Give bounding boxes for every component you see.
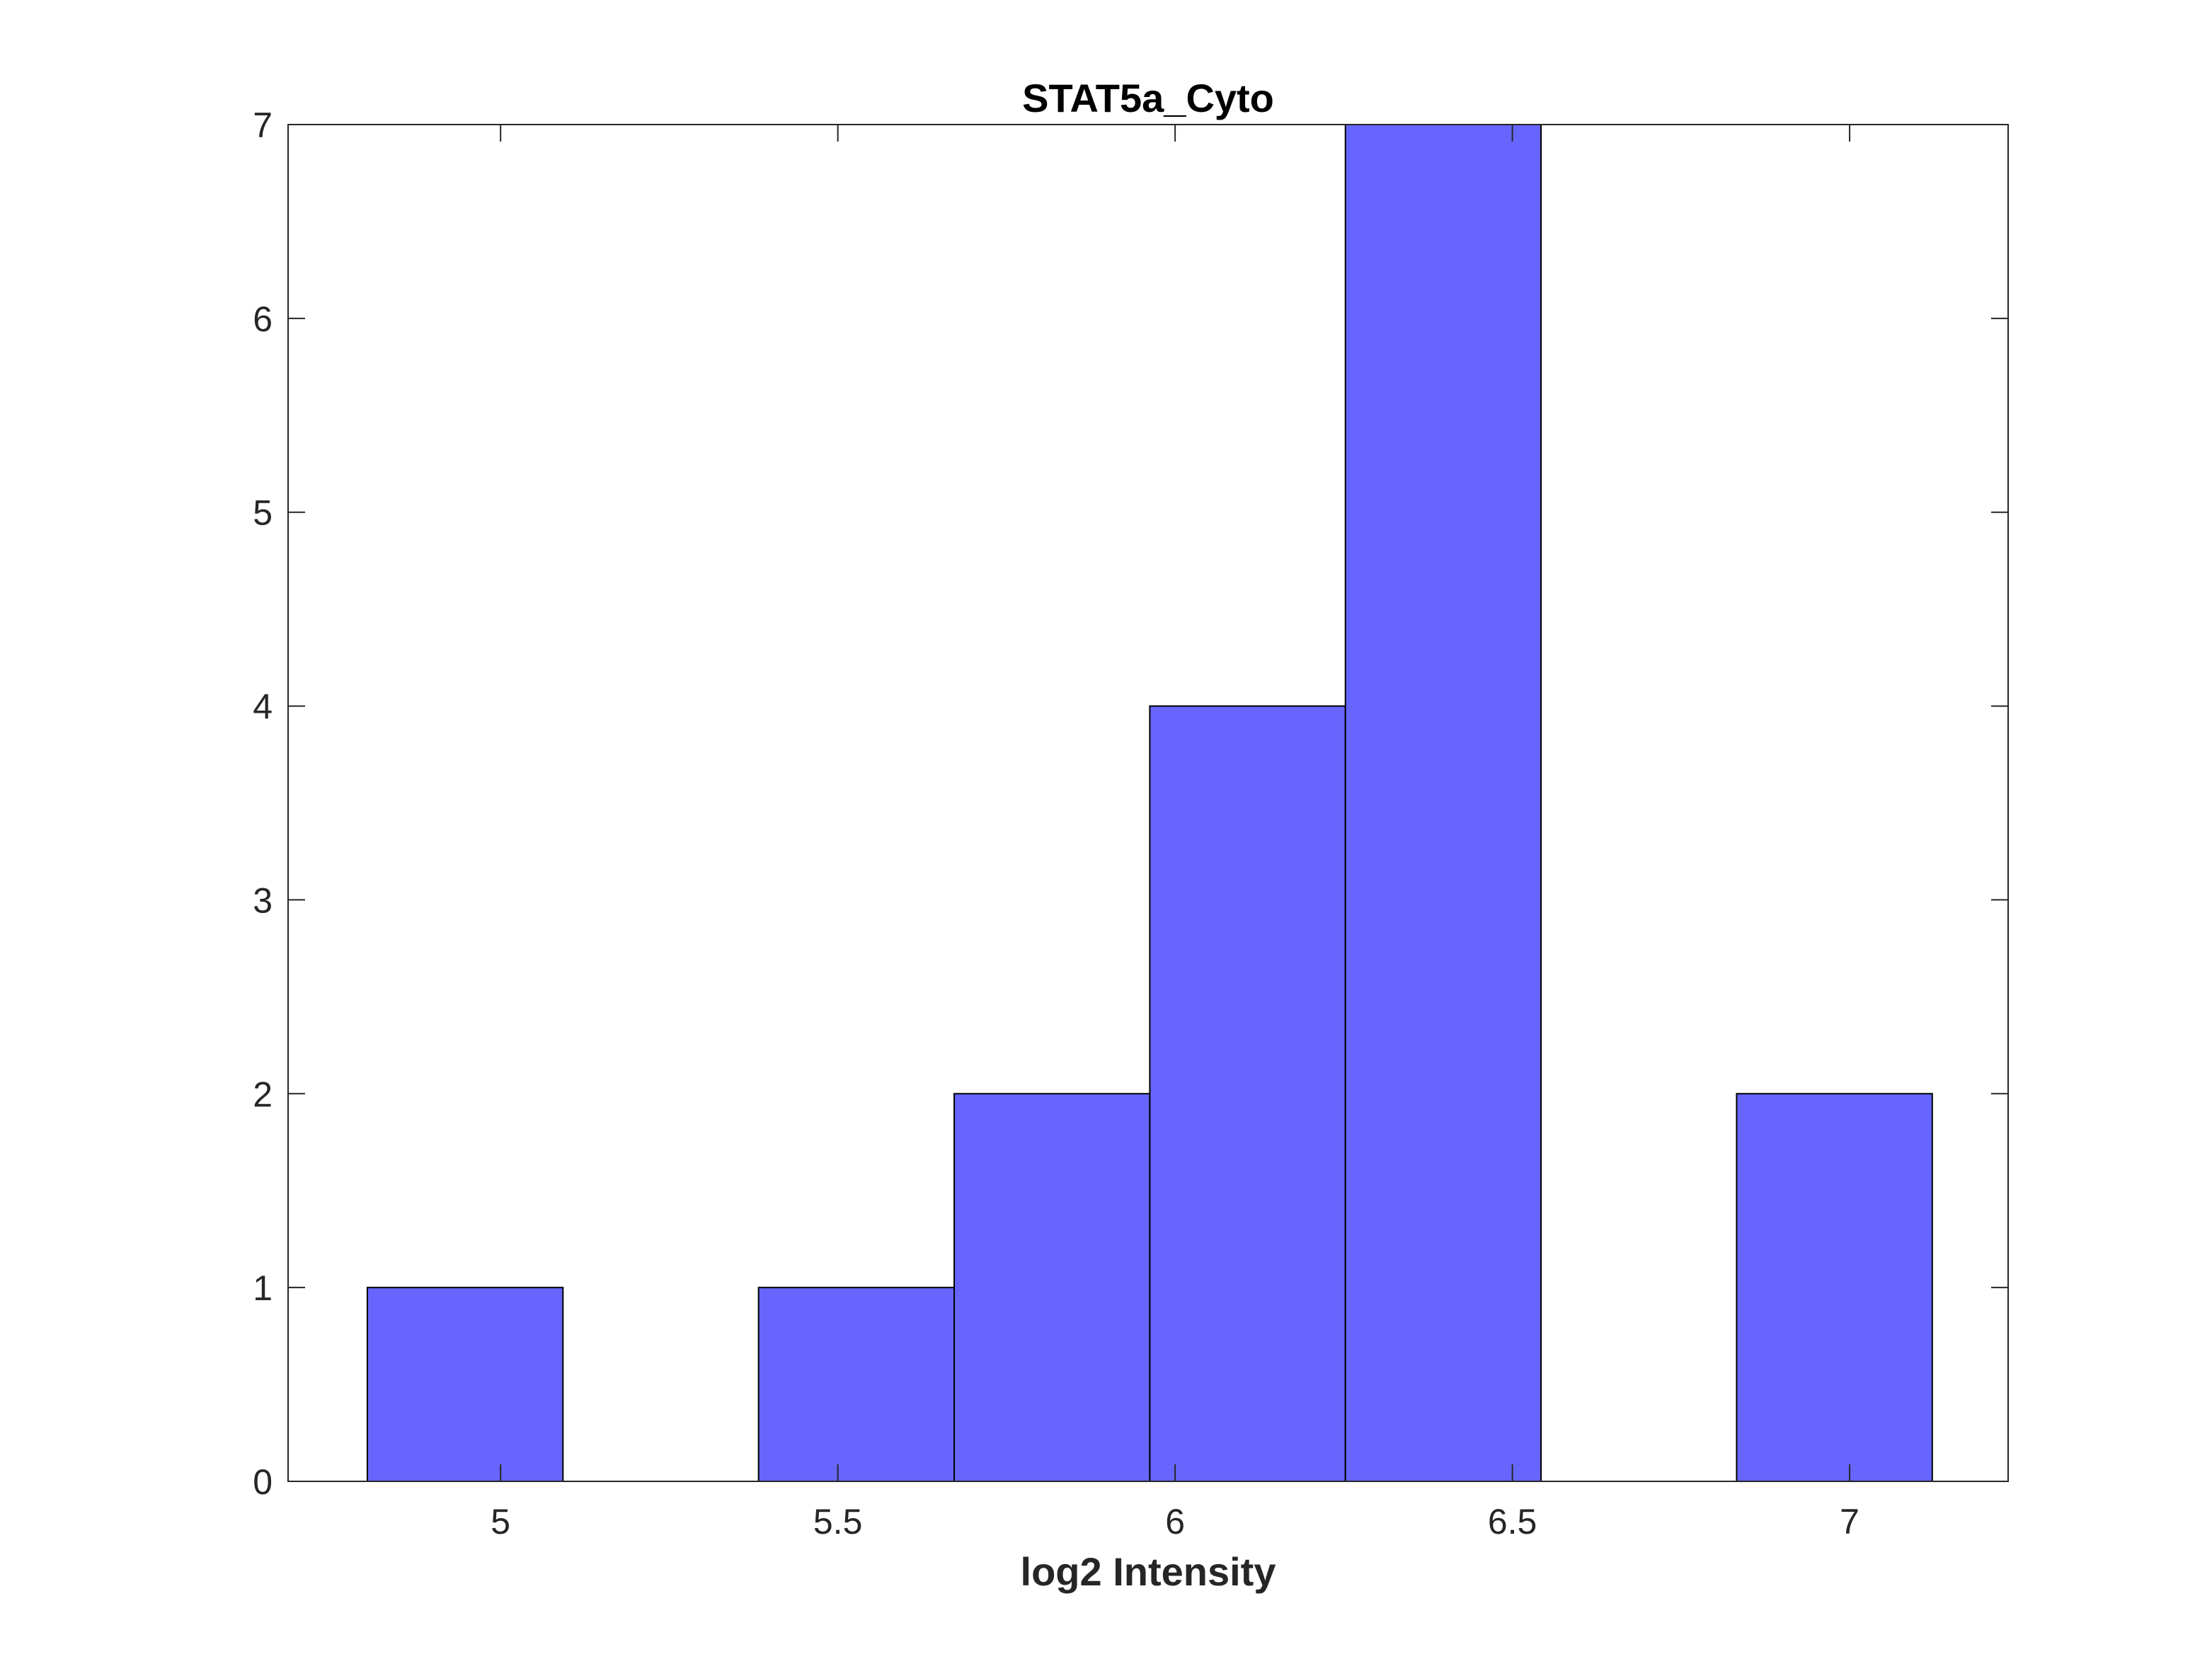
bars-group [366,124,1933,1483]
histogram-bar [1736,1093,1933,1483]
y-tick-label: 6 [253,299,273,339]
y-tick-label: 7 [253,105,273,145]
histogram-bar [1149,705,1346,1482]
x-tick-label: 5 [491,1502,510,1542]
x-tick-label: 6.5 [1488,1502,1537,1542]
histogram-bar [757,1287,956,1482]
x-axis-label: log2 Intensity [1021,1549,1276,1594]
y-tick-label: 0 [253,1462,273,1502]
axes-box [287,124,2009,1482]
chart-title: STAT5a_Cyto [1022,76,1274,120]
histogram-bar [1344,124,1542,1482]
x-tick-label: 6 [1165,1502,1185,1542]
y-axis-ticks: 0 1 2 3 4 5 6 7 [253,105,2008,1502]
y-tick-label: 2 [253,1074,273,1114]
histogram-bar [366,1287,564,1482]
x-tick-label: 7 [1840,1502,1859,1542]
x-tick-label: 5.5 [813,1502,863,1542]
y-tick-label: 3 [253,880,273,920]
y-tick-label: 1 [253,1268,273,1308]
y-tick-label: 5 [253,493,273,533]
histogram-bar [953,1093,1151,1483]
y-tick-label: 4 [253,687,273,727]
x-axis-ticks: 5 5.5 6 6.5 7 [491,125,1859,1542]
